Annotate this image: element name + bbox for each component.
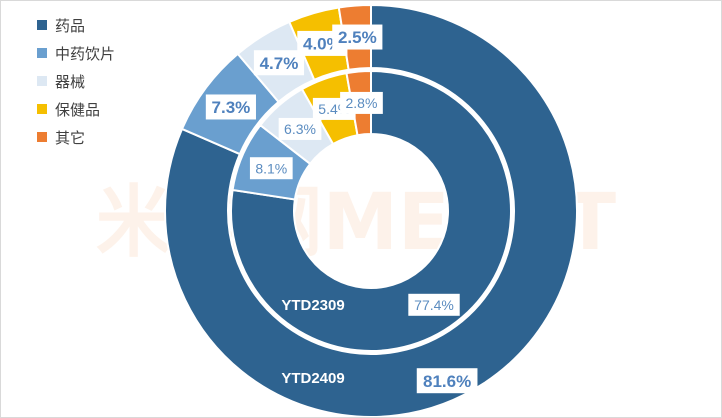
legend-swatch — [37, 104, 47, 114]
legend-swatch — [37, 20, 47, 30]
outer-slice-drugs — [164, 3, 578, 417]
legend-item-devices: 器械 — [37, 71, 115, 91]
legend-item-health-products: 保健品 — [37, 99, 115, 119]
legend-label: 保健品 — [55, 100, 101, 119]
series-label-ytd2409: YTD2409 — [281, 370, 344, 387]
legend-swatch — [37, 48, 47, 58]
outer-label-tcm-pieces: 7.3% — [212, 98, 251, 117]
outer-label-box-drugs — [416, 368, 478, 394]
legend-swatch — [37, 76, 47, 86]
inner-label-drugs: 77.4% — [414, 297, 454, 313]
inner-label-tcm-pieces: 8.1% — [255, 160, 287, 176]
inner-label-box-other — [340, 91, 383, 114]
outer-label-other: 2.5% — [338, 28, 377, 47]
inner-label-devices: 6.3% — [284, 121, 316, 137]
data-labels: 81.6%7.3%4.7%4.0%2.5%77.4%8.1%6.3%5.4%2.… — [205, 24, 478, 394]
legend-label: 器械 — [55, 72, 86, 91]
legend-label: 其它 — [55, 128, 86, 147]
legend-label: 药品 — [55, 16, 86, 35]
inner-label-box-drugs — [408, 293, 460, 316]
inner-label-box-devices — [278, 117, 322, 140]
outer-label-box-tcm-pieces — [205, 94, 256, 120]
legend-item-other: 其它 — [37, 127, 115, 147]
outer-label-health-products: 4.0% — [303, 35, 342, 54]
outer-label-devices: 4.7% — [260, 54, 299, 73]
legend-item-tcm-pieces: 中药饮片 — [37, 43, 115, 63]
legend-label: 中药饮片 — [55, 44, 116, 63]
legend-swatch — [37, 132, 47, 142]
inner-slice-drugs — [230, 69, 512, 352]
inner-label-other: 2.8% — [346, 95, 378, 111]
outer-label-drugs: 81.6% — [423, 372, 471, 391]
legend: 药品 中药饮片 器械 保健品 其它 — [37, 15, 115, 155]
inner-label-box-tcm-pieces — [249, 157, 293, 180]
legend-item-drugs: 药品 — [37, 15, 115, 35]
outer-label-box-devices — [253, 50, 305, 76]
series-label-ytd2309: YTD2309 — [281, 297, 344, 314]
outer-label-box-other — [332, 24, 383, 50]
